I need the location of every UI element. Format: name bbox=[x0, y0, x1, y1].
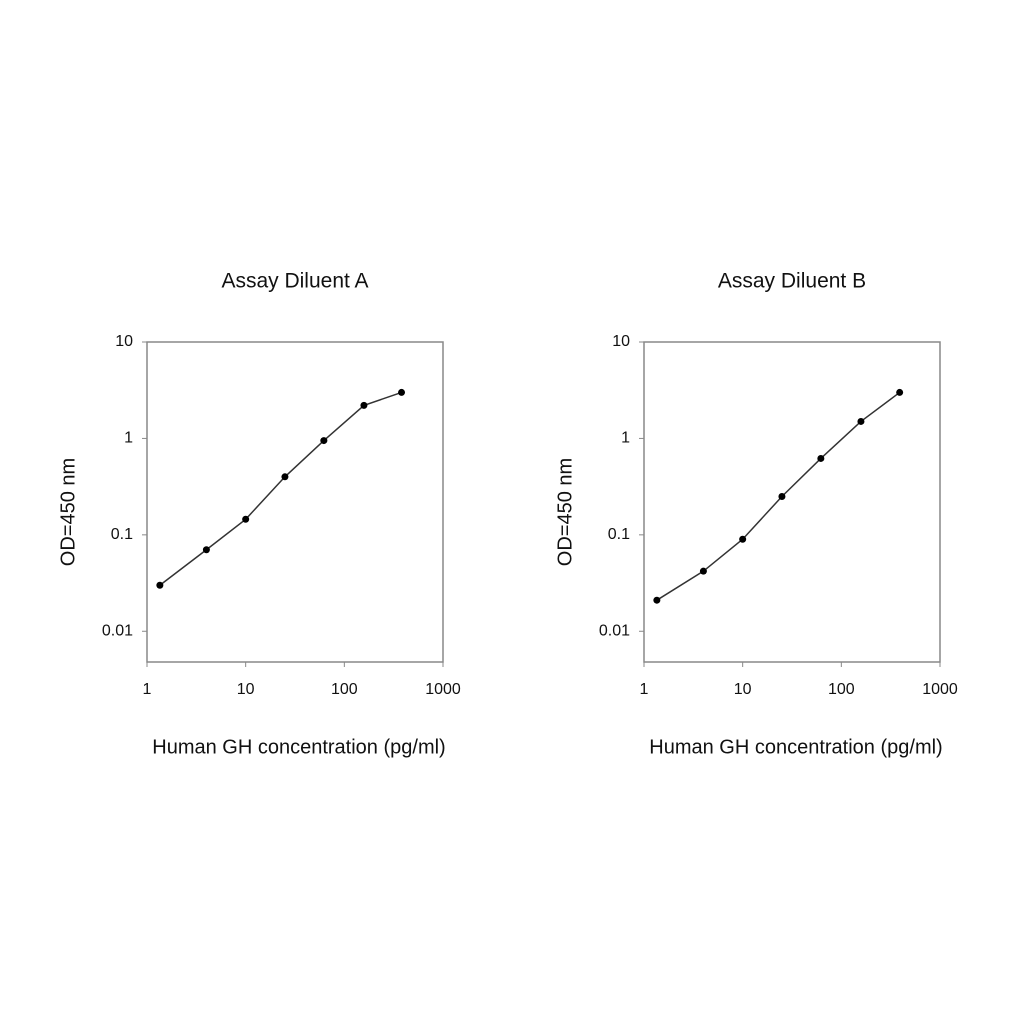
y-tick-label: 0.1 bbox=[608, 526, 630, 543]
point bbox=[202, 546, 210, 554]
y-axis-label: OD=450 nm bbox=[554, 458, 576, 566]
x-tick-label: 1 bbox=[143, 681, 152, 698]
x-tick-label: 1000 bbox=[922, 681, 958, 698]
x-tick-label: 10 bbox=[734, 681, 752, 698]
point bbox=[281, 473, 289, 481]
x-tick-label: 1000 bbox=[425, 681, 461, 698]
y-tick-label: 1 bbox=[124, 430, 133, 447]
x-axis-label: Human GH concentration (pg/ml) bbox=[152, 736, 445, 758]
chart-title: Assay Diluent B bbox=[718, 270, 866, 293]
x-axis-label: Human GH concentration (pg/ml) bbox=[649, 736, 942, 758]
chart-title: Assay Diluent A bbox=[221, 270, 368, 293]
x-tick-label: 100 bbox=[828, 681, 855, 698]
point bbox=[739, 535, 747, 543]
point bbox=[398, 388, 406, 396]
plot-frame bbox=[643, 341, 941, 663]
point bbox=[817, 454, 825, 462]
point bbox=[320, 437, 328, 445]
y-tick-label: 0.01 bbox=[102, 622, 133, 639]
y-axis-label: OD=450 nm bbox=[57, 458, 79, 566]
point bbox=[653, 596, 661, 604]
y-tick-label: 0.1 bbox=[111, 526, 133, 543]
x-tick-label: 1 bbox=[640, 681, 649, 698]
point bbox=[857, 417, 865, 425]
plot-frame bbox=[146, 341, 444, 663]
point bbox=[360, 401, 368, 409]
point bbox=[242, 515, 250, 523]
x-tick-label: 10 bbox=[237, 681, 255, 698]
y-tick-label: 1 bbox=[621, 430, 630, 447]
y-tick-label: 10 bbox=[612, 333, 630, 350]
y-tick-label: 0.01 bbox=[599, 622, 630, 639]
y-tick-label: 10 bbox=[115, 333, 133, 350]
point bbox=[699, 567, 707, 575]
point bbox=[156, 581, 164, 589]
point bbox=[896, 388, 904, 396]
line bbox=[159, 391, 402, 586]
x-tick-label: 100 bbox=[331, 681, 358, 698]
point bbox=[778, 492, 786, 500]
